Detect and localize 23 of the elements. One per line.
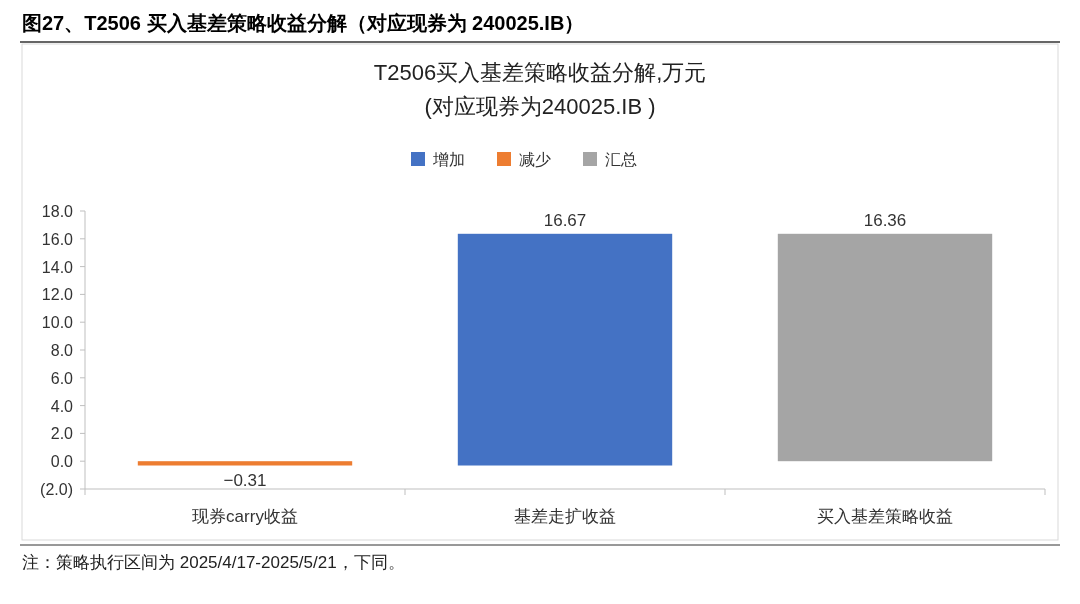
legend-label: 增加 — [432, 151, 465, 168]
chart-title: 图27、T2506 买入基差策略收益分解（对应现券为 240025.IB） — [22, 12, 585, 34]
x-tick-label: 买入基差策略收益 — [817, 507, 953, 526]
chart-subtitle: T2506买入基差策略收益分解,万元 (对应现券为240025.IB ) — [373, 60, 707, 119]
y-tick-label: 4.0 — [50, 397, 74, 415]
data-label: 16.67 — [543, 210, 587, 230]
legend-label: 汇总 — [605, 151, 637, 168]
y-tick-label: (2.0) — [40, 481, 73, 498]
y-tick-label: 16.0 — [41, 230, 74, 248]
data-label: −0.31 — [223, 470, 267, 490]
x-tick-label: 现券carry收益 — [192, 507, 298, 526]
data-label: 16.36 — [863, 210, 907, 230]
y-tick-label: 14.0 — [41, 258, 74, 276]
y-tick-label: 10.0 — [41, 314, 74, 332]
x-tick-label: 基差走扩收益 — [514, 507, 616, 526]
y-tick-label: 8.0 — [50, 342, 74, 359]
y-tick-label: 0.0 — [50, 453, 74, 471]
y-tick-label: 12.0 — [41, 286, 74, 304]
legend-label: 减少 — [519, 151, 551, 168]
y-tick-label: 18.0 — [41, 203, 74, 220]
text: 注：策略执行区间为 2025/4/17-2025/5/21，下同。 — [22, 553, 405, 572]
y-tick-label: 6.0 — [50, 369, 74, 387]
y-tick-label: 2.0 — [50, 425, 74, 443]
